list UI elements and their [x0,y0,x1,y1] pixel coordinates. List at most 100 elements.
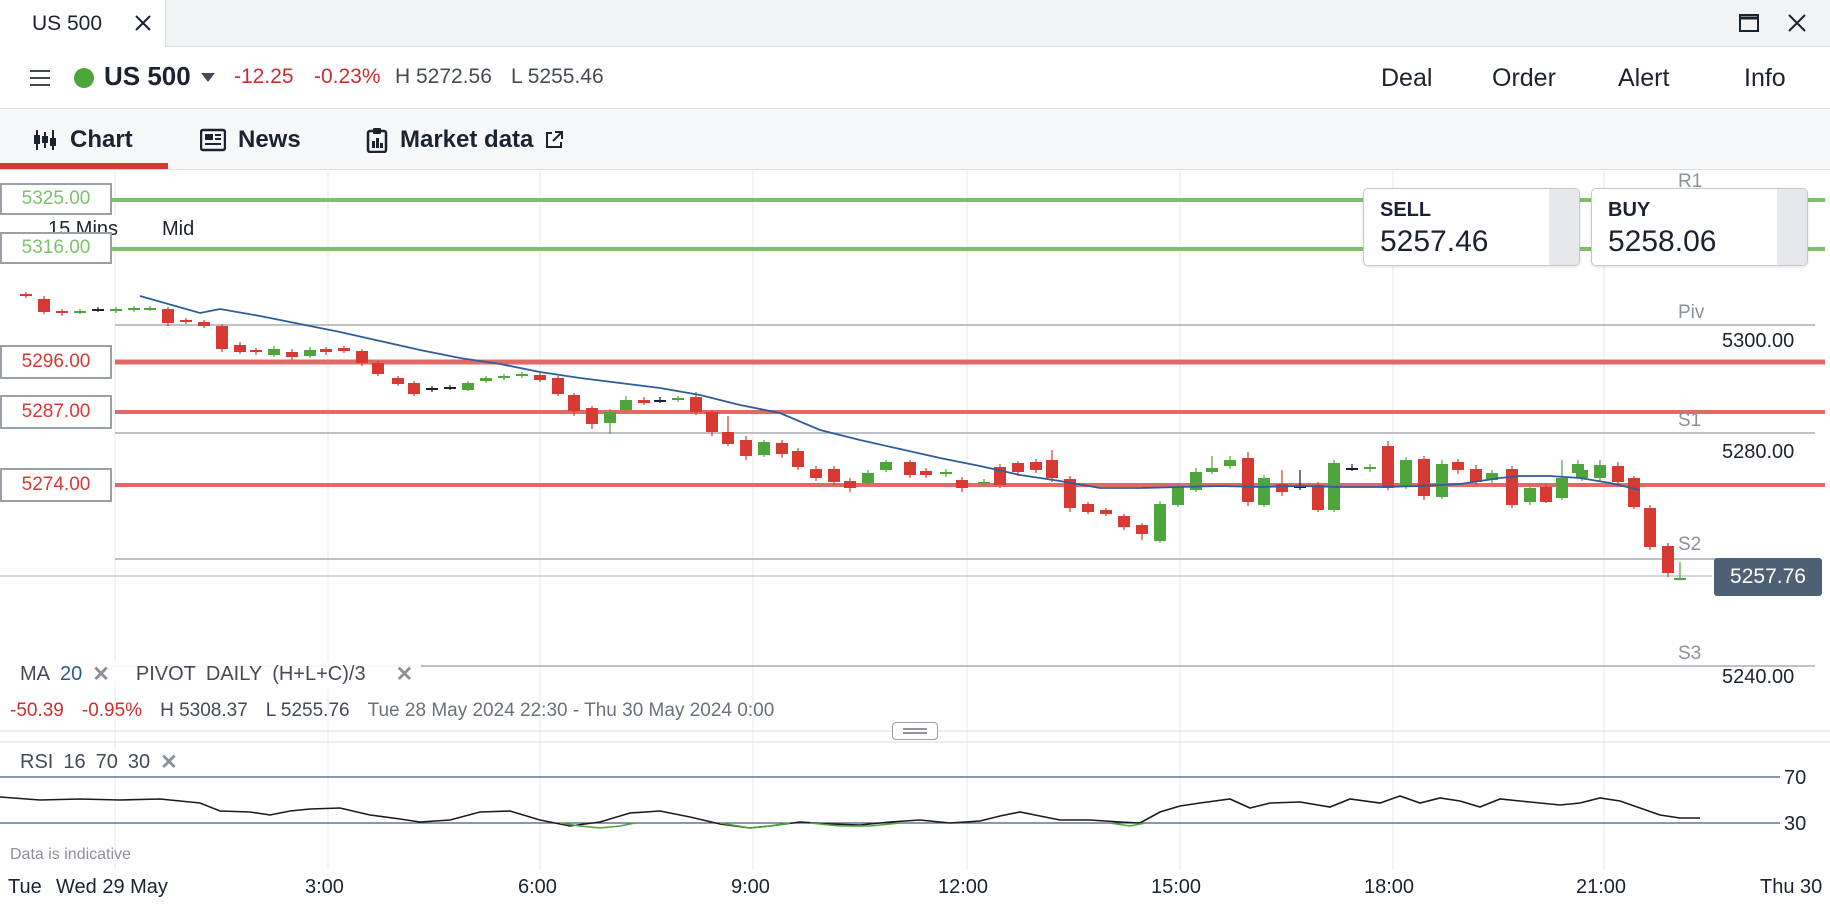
pivot-period[interactable]: DAILY [205,663,263,685]
price-chart[interactable] [0,171,1830,908]
candle-body [1486,473,1498,480]
candle-body [792,451,804,467]
price-type-selector[interactable]: Mid [156,216,201,243]
chart-area[interactable] [0,171,1830,908]
instrument-change-pct: -0.23% [314,65,381,88]
time-label-0900: 9:00 [731,876,770,898]
rsi-upper[interactable]: 70 [95,751,118,773]
candle-body [1082,504,1094,512]
candle-body [1030,462,1042,470]
remove-pivot-icon[interactable]: ✕ [395,663,414,686]
candle-body [1118,516,1130,527]
candle-body [1172,487,1184,505]
period-change-pct: -0.95% [81,700,143,721]
rsi-oversold-segment-4 [1109,822,1146,827]
candle-body [250,350,262,352]
candle-body [940,472,952,474]
price-tag-5325[interactable]: 5325.00 [0,183,112,215]
price-tag-5287[interactable]: 5287.00 [0,395,112,429]
candle-body [162,309,174,323]
rsi-oversold-segment-2 [719,822,791,829]
candle-body [110,309,122,311]
window-tab[interactable]: US 500 [0,0,166,47]
candle-body [1364,467,1376,469]
close-window-icon[interactable] [1784,10,1810,36]
candle-body [356,351,368,363]
ma-period[interactable]: 20 [60,663,83,685]
candle-body [198,322,210,326]
menu-icon[interactable] [28,66,52,90]
time-label-prev-day: Tue [8,876,42,898]
candle-body [776,443,788,454]
candle-body [408,383,420,394]
candle-body [620,400,632,410]
rsi-line [0,795,1700,829]
candle-body [1452,462,1464,470]
sell-price: 5257.46 [1380,225,1489,258]
pivot-label-s1: S1 [1678,410,1702,431]
close-tab-icon[interactable] [132,12,154,34]
clipboard-icon [366,128,388,153]
tab-market-data[interactable]: Market data [366,110,565,170]
market-open-status-icon [74,68,94,88]
candle-body [654,400,666,402]
candle-body [1644,508,1656,547]
rsi-lower[interactable]: 30 [127,751,151,773]
remove-ma-icon[interactable]: ✕ [92,663,110,686]
candle-body [604,412,616,423]
candle-body [1576,470,1588,478]
candle-body [180,320,192,322]
order-button[interactable]: Order [1492,64,1556,92]
candle-body [862,473,874,483]
info-button[interactable]: Info [1744,64,1786,92]
pivot-label-piv: Piv [1678,302,1705,323]
price-tag-5274[interactable]: 5274.00 [0,468,112,502]
time-label-day: Wed 29 May [54,876,168,899]
price-tag-5296[interactable]: 5296.00 [0,345,112,379]
view-tabs: Chart News Market data [0,110,1830,170]
candle-body [20,294,32,296]
candle-body [426,388,438,390]
caret-down-icon[interactable] [200,71,216,83]
candlestick-icon [34,130,56,150]
candle-body [1540,487,1552,502]
tab-news[interactable]: News [200,110,301,170]
candle-body [1276,484,1288,492]
pivot-label-s3: S3 [1678,643,1702,664]
candle-body [690,397,702,412]
candle-body [534,375,546,380]
tab-market-data-label: Market data [400,126,534,153]
period-change: -50.39 [10,700,64,721]
window-titlebar: US 500 [0,0,1830,47]
sell-ticket[interactable]: SELL 5257.46 [1363,188,1580,266]
pane-resize-handle[interactable] [892,722,938,740]
buy-ticket[interactable]: BUY 5258.06 [1591,188,1808,266]
candle-body [1674,578,1686,580]
pivot-label-s2: S2 [1678,534,1702,555]
candle-body [392,378,404,384]
deal-button[interactable]: Deal [1381,64,1433,92]
maximize-icon[interactable] [1736,10,1762,36]
alert-button[interactable]: Alert [1618,64,1670,92]
pivot-label: PIVOT [135,663,196,685]
tab-chart[interactable]: Chart [32,110,133,170]
window-tab-title: US 500 [32,11,103,35]
candle-body [740,440,752,456]
candle-body [1506,469,1518,505]
candle-body [722,432,734,444]
moving-average-line [139,295,1641,491]
candle-body [38,299,50,312]
candle-body [758,442,770,455]
candle-body [1594,465,1606,478]
rsi-label: RSI [20,751,54,773]
candle-body [1572,464,1584,473]
rsi-period[interactable]: 16 [63,751,86,773]
candle-body [1436,464,1448,497]
candle-body [516,374,528,376]
instrument-symbol[interactable]: US 500 [104,61,191,91]
rsi-oversold-segment-3 [809,822,901,827]
remove-rsi-icon[interactable]: ✕ [160,751,178,774]
price-tag-5316[interactable]: 5316.00 [0,232,112,264]
time-label-2100: 21:00 [1576,876,1627,898]
candle-body [234,345,246,352]
